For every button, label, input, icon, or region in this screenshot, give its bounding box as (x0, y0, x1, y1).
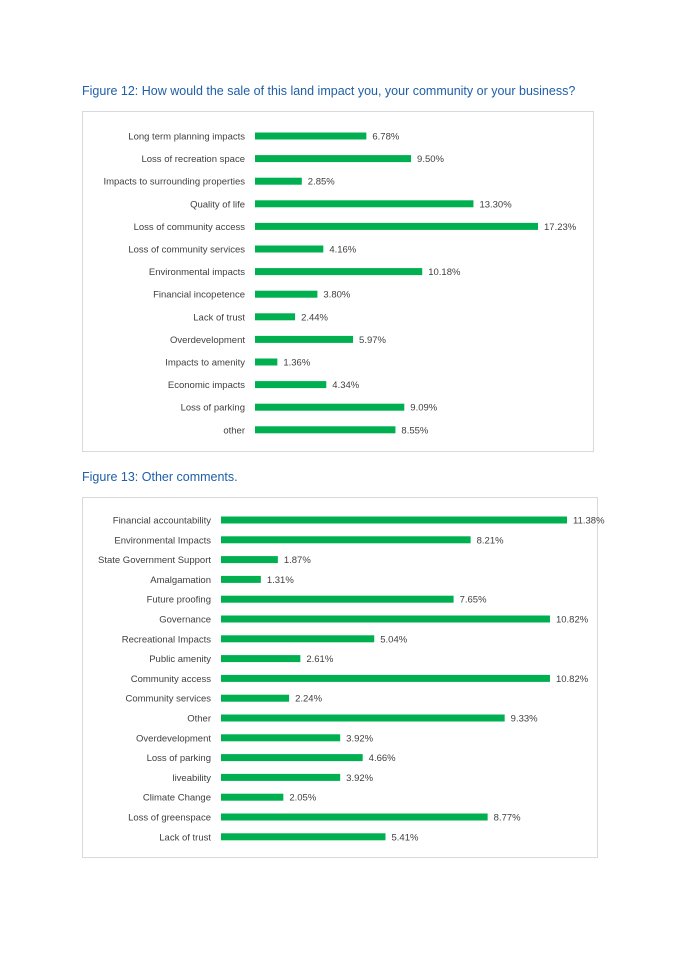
bar (221, 655, 301, 663)
value-label: 7.65% (460, 595, 487, 606)
value-label: 11.38% (573, 516, 605, 527)
value-label: 9.33% (511, 714, 538, 725)
bar (221, 635, 375, 643)
bar (255, 245, 324, 253)
bar (255, 426, 396, 434)
value-label: 6.78% (372, 132, 399, 143)
bar (255, 155, 412, 163)
category-label: Quality of life (190, 199, 245, 210)
bar (255, 132, 367, 140)
value-label: 2.44% (301, 312, 328, 323)
value-label: 13.30% (479, 199, 512, 210)
category-label: Future proofing (147, 595, 211, 606)
value-label: 1.87% (284, 555, 311, 566)
category-label: Other (187, 714, 211, 725)
category-label: Impacts to surrounding properties (103, 177, 245, 188)
category-label: Economic impacts (168, 380, 245, 391)
bar (255, 381, 327, 389)
category-label: Environmental impacts (149, 267, 245, 278)
bar (255, 313, 296, 321)
bar (221, 734, 341, 742)
category-label: Long term planning impacts (128, 132, 245, 143)
bar (221, 813, 488, 821)
bar (221, 516, 567, 524)
value-label: 2.61% (306, 654, 333, 665)
category-label: Lack of trust (159, 832, 211, 843)
category-label: Loss of greenspace (128, 813, 211, 824)
bar (255, 200, 474, 208)
category-label: Community access (131, 674, 211, 685)
value-label: 5.04% (380, 634, 407, 645)
figure-13-chart-frame: Financial accountability 11.38% Environmen… (82, 497, 605, 858)
category-label: Loss of community access (134, 222, 246, 233)
bar (221, 833, 386, 841)
value-label: 17.23% (544, 222, 577, 233)
category-label: Public amenity (149, 654, 211, 665)
category-label: Recreational Impacts (122, 634, 211, 645)
value-label: 4.16% (329, 245, 356, 256)
bar (221, 575, 261, 583)
bar (221, 595, 454, 603)
category-label: Financial incopetence (153, 290, 245, 301)
category-label: Loss of parking (147, 753, 211, 764)
bar (221, 536, 471, 544)
category-label: Amalgamation (150, 575, 211, 586)
figure-13-caption: Figure 13: Other comments. (82, 470, 238, 484)
category-label: Loss of community services (128, 245, 245, 256)
value-label: 3.92% (346, 733, 373, 744)
bar (255, 403, 405, 411)
value-label: 9.50% (417, 154, 444, 165)
category-label: State Government Support (98, 555, 211, 566)
category-label: Climate Change (143, 793, 211, 804)
value-label: 5.41% (391, 832, 418, 843)
category-label: Overdevelopment (136, 733, 211, 744)
category-label: Impacts to amenity (165, 358, 245, 369)
category-label: Environmental Impacts (114, 535, 211, 546)
bar (255, 290, 318, 298)
value-label: 2.24% (295, 694, 322, 705)
value-label: 4.66% (369, 753, 396, 764)
category-label: Financial accountability (113, 516, 211, 527)
bar (255, 335, 354, 343)
category-label: Community services (125, 694, 211, 705)
value-label: 8.55% (401, 425, 428, 436)
value-label: 4.34% (332, 380, 359, 391)
bar (255, 268, 423, 276)
bar (221, 694, 290, 702)
value-label: 1.36% (283, 358, 310, 369)
category-label: Lack of trust (193, 312, 245, 323)
value-label: 5.97% (359, 335, 386, 346)
bar (255, 358, 278, 366)
bar (255, 177, 302, 185)
bar (221, 556, 278, 564)
value-label: 8.77% (494, 813, 521, 824)
bar (221, 674, 550, 682)
category-label: other (223, 425, 245, 436)
value-label: 3.80% (323, 290, 350, 301)
value-label: 2.05% (289, 793, 316, 804)
figure-12-bar-chart: Long term planning impacts 6.78% Loss of r… (103, 132, 577, 437)
value-label: 2.85% (308, 177, 335, 188)
figure-13-bar-chart: Financial accountability 11.38% Environmen… (98, 516, 605, 844)
figure-12-chart-frame: Long term planning impacts 6.78% Loss of r… (82, 111, 594, 452)
figure-12-caption: Figure 12: How would the sale of this la… (82, 84, 576, 98)
category-label: Loss of parking (181, 403, 245, 414)
value-label: 10.82% (556, 674, 589, 685)
bar (221, 773, 341, 781)
category-label: Overdevelopment (170, 335, 245, 346)
value-label: 8.21% (477, 535, 504, 546)
bar (221, 714, 505, 722)
bar (255, 222, 538, 230)
category-label: Governance (159, 615, 211, 626)
bar (221, 754, 363, 762)
value-label: 10.82% (556, 615, 589, 626)
bar (221, 793, 284, 801)
value-label: 1.31% (267, 575, 294, 586)
bar (221, 615, 550, 623)
value-label: 3.92% (346, 773, 373, 784)
category-label: Loss of recreation space (141, 154, 245, 165)
category-label: liveability (172, 773, 211, 784)
value-label: 10.18% (428, 267, 461, 278)
value-label: 9.09% (410, 403, 437, 414)
